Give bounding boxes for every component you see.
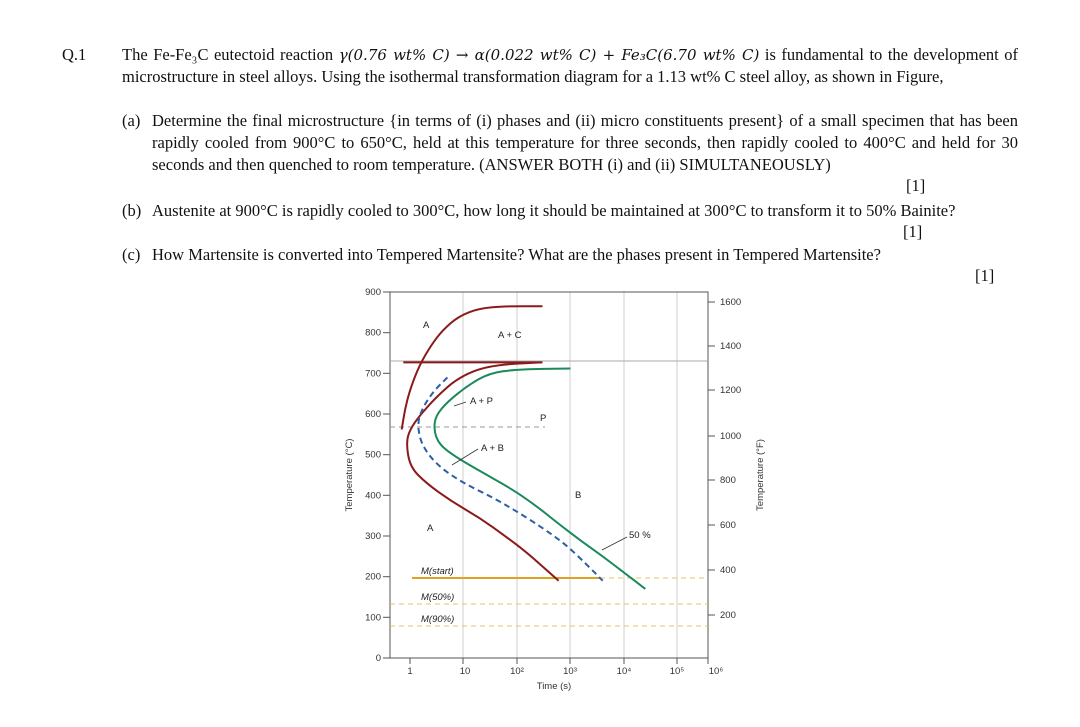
part-b-mark: [1] [903, 222, 923, 241]
tt-curve-3 [417, 376, 604, 582]
y2-tick-1400: 1400 [720, 341, 741, 352]
y-axis-label: Temperature (°C) [344, 439, 355, 512]
part-a-label: (a) [122, 111, 141, 130]
part-a-mark: [1] [906, 176, 926, 195]
question-intro: The Fe-Fe₃C eutectoid reaction γ(0.76 wt… [122, 44, 1018, 88]
y2-axis-label: Temperature (°F) [755, 439, 766, 511]
y-tick-100: 100 [365, 612, 381, 623]
part-c-mark: [1] [975, 266, 995, 285]
y-tick-400: 400 [365, 490, 381, 501]
ap-leader [453, 401, 467, 407]
tt-curve-2 [406, 361, 560, 582]
y-tick-500: 500 [365, 450, 381, 461]
question-number: Q.1 [62, 45, 87, 64]
y2-tick-600: 600 [720, 520, 736, 531]
part-c-label: (c) [122, 245, 141, 264]
ab-leader [451, 448, 479, 466]
plot-frame [389, 291, 709, 659]
y-tick-900: 900 [365, 287, 381, 298]
y2-tick-1000: 1000 [720, 431, 741, 442]
label-m-start: M(start) [421, 566, 454, 577]
x-axis-ticks [409, 658, 709, 664]
reaction-equation: γ(0.76 wt% C) → α(0.022 wt% C) + Fe₃C(6.… [338, 46, 760, 64]
part-b-label: (b) [122, 201, 142, 220]
y-tick-800: 800 [365, 328, 381, 339]
label-m-fifty: M(50%) [421, 592, 454, 603]
label-a-plus-c: A + C [498, 330, 522, 341]
tt-curve-4 [433, 367, 646, 590]
tt-curve-0 [400, 305, 543, 430]
grid [462, 292, 678, 658]
y-tick-200: 200 [365, 572, 381, 583]
intro-body: development of microstructure in steel a… [122, 45, 1019, 86]
y2-tick-800: 800 [720, 475, 736, 486]
label-a-plus-b: A + B [481, 443, 504, 454]
y2-axis-ticks [708, 301, 715, 616]
y-tick-700: 700 [365, 368, 381, 379]
transformation-curves [400, 305, 646, 590]
label-m-ninety: M(90%) [421, 614, 454, 625]
y2-tick-400: 400 [720, 565, 736, 576]
intro-lead: The Fe-Fe₃C eutectoid reaction [122, 45, 334, 64]
fifty-leader [601, 536, 628, 551]
part-c-text: How Martensite is converted into Tempere… [152, 245, 881, 264]
y2-tick-200: 200 [720, 610, 736, 621]
x-tick-1000000: 10⁶ [709, 666, 724, 677]
intro-lead-tail: is fundamental to the [764, 45, 908, 64]
label-a-plus-p: A + P [470, 396, 493, 407]
y-tick-300: 300 [365, 531, 381, 542]
label-a-top: A [423, 320, 430, 331]
label-fifty-percent: 50 % [629, 530, 651, 541]
y2-tick-1200: 1200 [720, 385, 741, 396]
part-b-text: Austenite at 900°C is rapidly cooled to … [152, 201, 956, 220]
x-axis-label: Time (s) [537, 681, 571, 692]
y-tick-0: 0 [376, 653, 381, 664]
y2-tick-1600: 1600 [720, 297, 741, 308]
part-a-text: Determine the final microstructure {in t… [152, 111, 1018, 174]
y-tick-600: 600 [365, 409, 381, 420]
y-axis-ticks [383, 291, 390, 659]
x-tick-10000: 10⁴ [617, 666, 632, 677]
x-tick-10: 10 [460, 666, 471, 677]
label-p: P [540, 413, 546, 424]
label-b: B [575, 490, 581, 501]
x-tick-1: 1 [407, 666, 412, 677]
x-tick-1000: 10³ [563, 666, 577, 677]
label-a-bottom: A [427, 523, 434, 534]
x-tick-100: 10² [510, 666, 524, 677]
x-tick-100000: 10⁵ [670, 666, 685, 677]
